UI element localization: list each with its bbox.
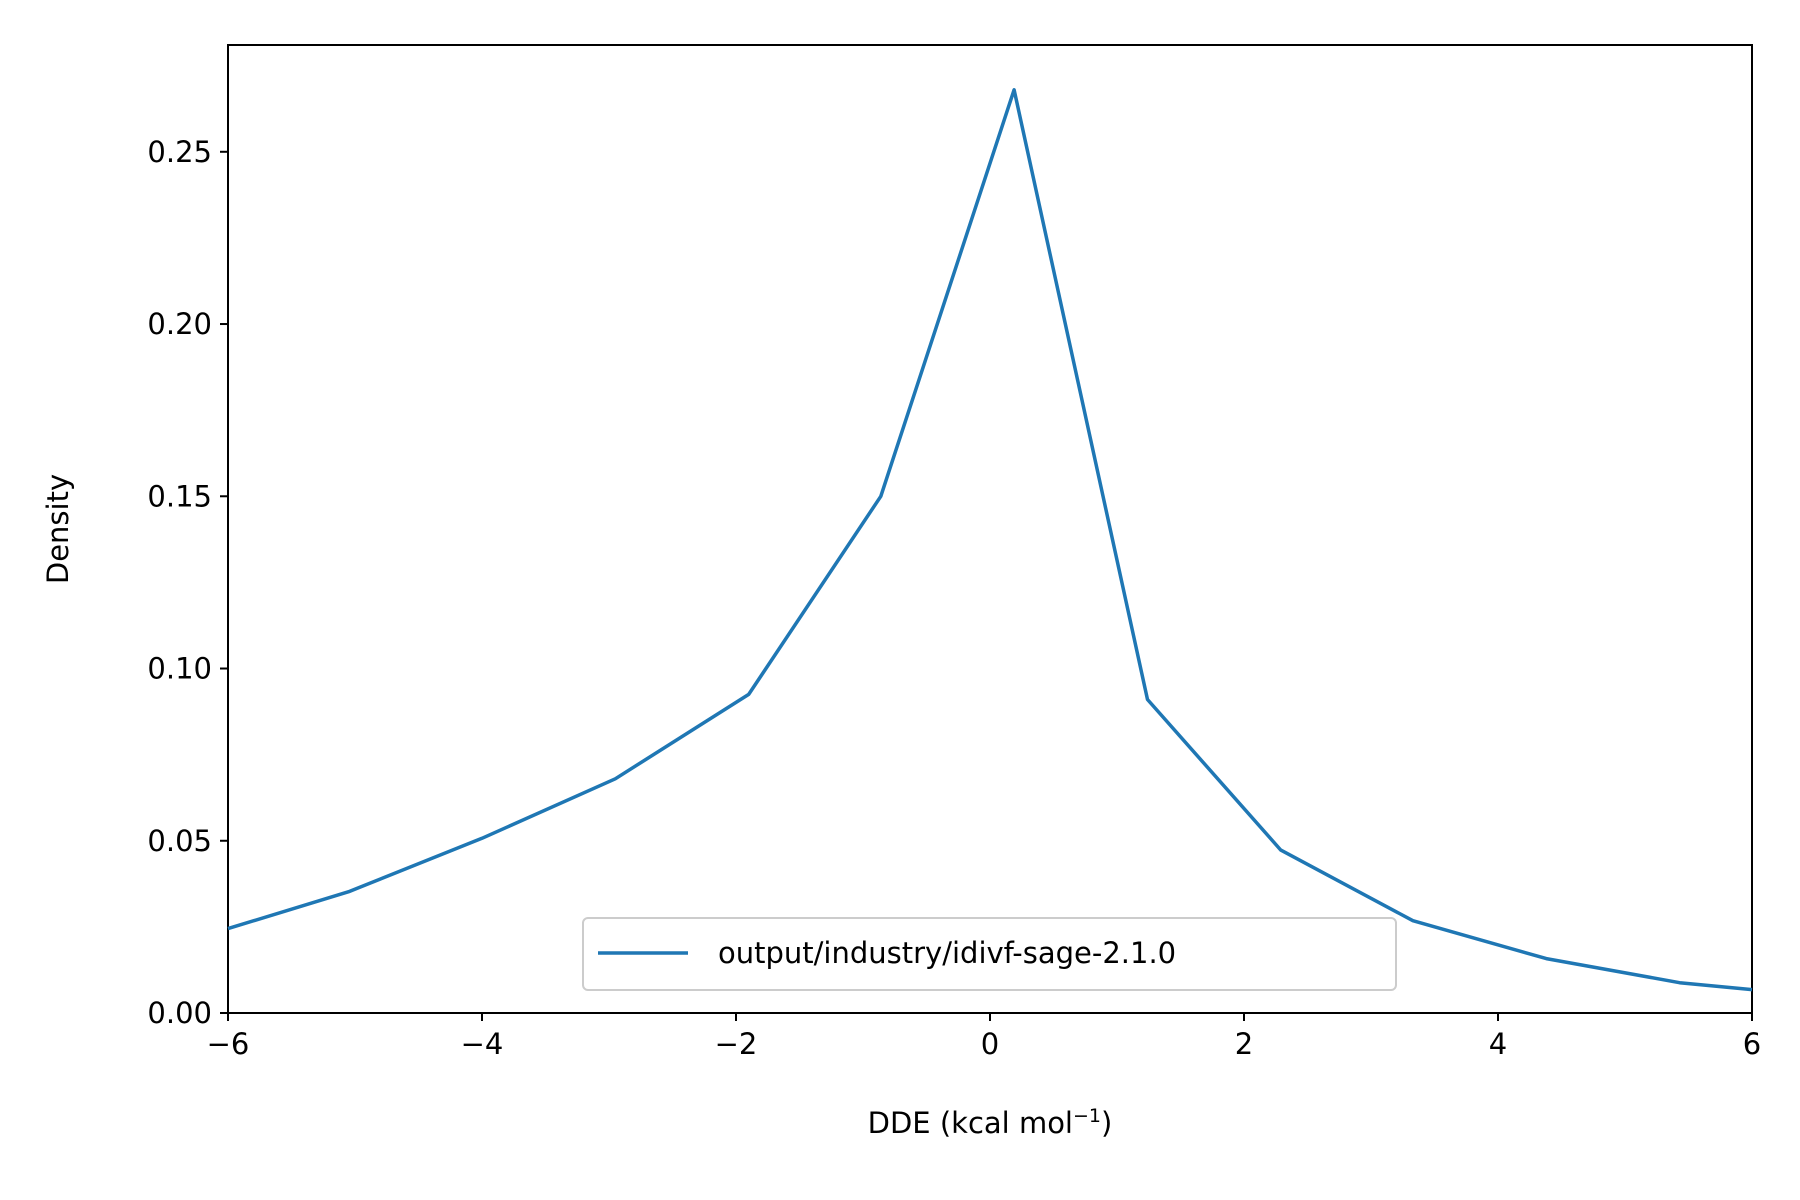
x-tick-label: 0	[981, 1027, 999, 1061]
legend[interactable]: output/industry/idivf-sage-2.1.0	[582, 917, 1397, 991]
x-tick-label: 6	[1743, 1027, 1761, 1061]
y-axis-ticks: 0.00 0.05 0.10 0.15 0.20 0.25	[147, 135, 228, 1030]
x-axis-ticks: −6 −4 −2 0 2 4 6	[207, 1013, 1761, 1061]
series-line-0	[227, 88, 1753, 992]
x-axis-label: DDE (kcal mol−1)	[868, 1105, 1113, 1140]
series-layer	[227, 88, 1753, 992]
x-tick-label: −4	[461, 1027, 504, 1061]
y-tick-label: 0.20	[147, 307, 212, 341]
x-tick-label: −6	[207, 1027, 250, 1061]
x-tick-label: −2	[715, 1027, 758, 1061]
y-tick-label: 0.05	[147, 824, 212, 858]
y-tick-label: 0.10	[147, 652, 212, 686]
plot-area: −6 −4 −2 0 2 4 6 0.00 0.05 0.10 0.15 0.20 0.25	[147, 44, 1761, 1061]
legend-entry-label: output/industry/idivf-sage-2.1.0	[718, 936, 1176, 970]
x-tick-label: 4	[1489, 1027, 1507, 1061]
x-tick-label: 2	[1235, 1027, 1253, 1061]
legend-box	[582, 917, 1397, 991]
y-axis-label: Density	[41, 474, 75, 584]
y-tick-label: 0.00	[147, 996, 212, 1030]
y-tick-label: 0.15	[147, 479, 212, 513]
y-tick-label: 0.25	[147, 135, 212, 169]
